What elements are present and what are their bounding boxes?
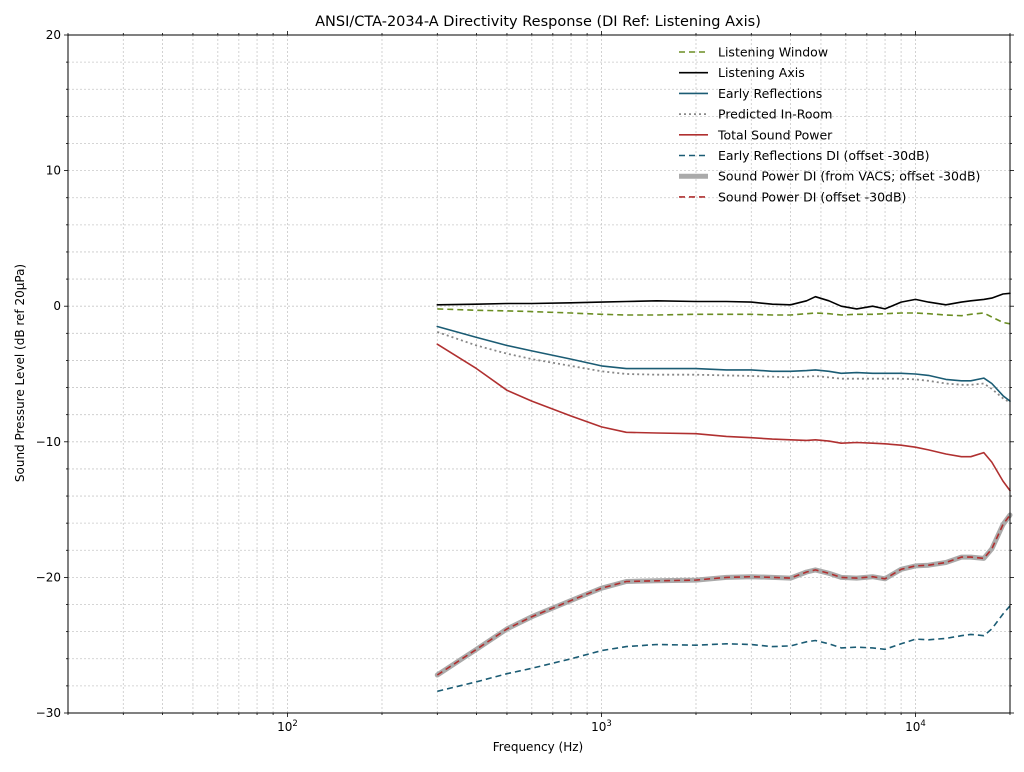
legend-label-5: Early Reflections DI (offset -30dB)	[718, 148, 930, 163]
y-tick-label: 0	[53, 299, 61, 313]
x-tick-label: 104	[905, 719, 926, 734]
series-line-2	[436, 325, 1011, 402]
legend-label-3: Predicted In-Room	[718, 107, 832, 122]
series-line-5	[437, 605, 1011, 693]
series-line-7	[436, 514, 1011, 676]
series-line-3	[437, 331, 1011, 404]
grid-layer	[67, 34, 1011, 714]
y-tick-label: 20	[46, 28, 61, 42]
y-tick-label: 10	[46, 164, 61, 178]
y-tick-label: −30	[36, 706, 61, 720]
legend-label-2: Early Reflections	[718, 86, 822, 101]
y-axis-label: Sound Pressure Level (dB ref 20µPa)	[13, 264, 27, 482]
legend-label-7: Sound Power DI (offset -30dB)	[718, 189, 906, 204]
x-tick-label: 102	[277, 719, 298, 734]
chart-title: ANSI/CTA-2034-A Directivity Response (DI…	[315, 14, 761, 30]
legend-label-6: Sound Power DI (from VACS; offset -30dB)	[718, 169, 980, 184]
y-tick-label: −10	[36, 435, 61, 449]
y-tick-label: −20	[36, 570, 61, 584]
series-line-4	[436, 343, 1011, 492]
series-line-1	[436, 292, 1011, 310]
legend-label-1: Listening Axis	[718, 65, 805, 80]
series-line-0	[437, 308, 1011, 325]
legend-label-0: Listening Window	[718, 45, 828, 60]
x-tick-label: 103	[591, 719, 612, 734]
plot-frame	[67, 34, 1011, 714]
series-layer	[434, 292, 1013, 693]
legend-label-4: Total Sound Power	[717, 127, 833, 142]
legend: Listening Window Listening Axis Early Refl…	[679, 45, 980, 204]
series-line-6	[434, 512, 1013, 678]
tick-layer: −30 −20 −10 0 10 20 102 103 104	[36, 28, 1014, 734]
x-axis-label: Frequency (Hz)	[493, 740, 584, 754]
